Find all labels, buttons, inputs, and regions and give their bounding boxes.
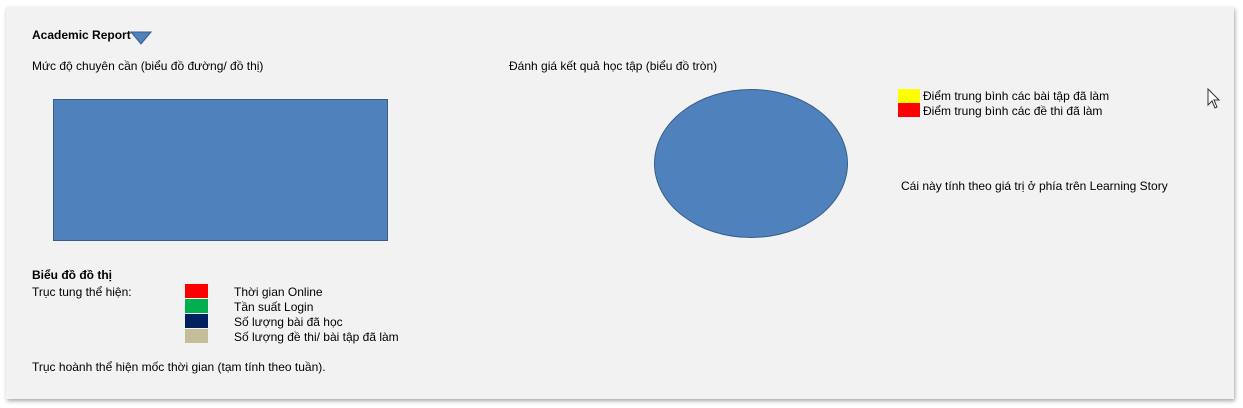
y-axis-label: Trục tung thể hiện:	[32, 285, 132, 299]
legend-label-lessons-count: Số lượng bài đã học	[234, 315, 343, 329]
legend-label-exam-avg: Điểm trung bình các đề thi đã làm	[923, 104, 1103, 118]
pie-note: Cái này tính theo giá trị ở phía trên Le…	[901, 179, 1168, 193]
x-axis-note: Trục hoành thể hiện mốc thời gian (tạm t…	[32, 360, 326, 374]
legend-swatch-yellow	[898, 89, 920, 103]
legend-label-login-frequency: Tần suất Login	[234, 300, 314, 314]
legend-label-online-time: Thời gian Online	[234, 285, 323, 299]
legend-swatch-lessons-count	[185, 314, 208, 328]
mouse-pointer-icon	[1207, 88, 1221, 109]
legend-swatch-red	[898, 103, 920, 117]
legend-label-exams-count: Số lượng đề thi/ bài tập đã làm	[234, 330, 399, 344]
legend-swatch-login-frequency	[185, 299, 208, 313]
attendance-chart-title: Mức độ chuyên cần (biểu đồ đường/ đồ thị…	[32, 59, 264, 73]
legend-swatch-exams-count	[185, 329, 208, 343]
report-title: Academic Report	[32, 28, 131, 42]
pie-chart-placeholder	[654, 89, 848, 238]
legend-label-exercise-avg: Điểm trung bình các bài tập đã làm	[923, 89, 1110, 103]
dropdown-triangle-icon[interactable]	[130, 31, 152, 45]
legend-swatch-online-time	[185, 284, 208, 298]
line-section-title: Biểu đồ đồ thị	[32, 268, 112, 282]
academic-report-panel: Academic Report Mức độ chuyên cần (biểu …	[6, 7, 1234, 399]
results-chart-title: Đánh giá kết quả học tập (biểu đồ tròn)	[509, 59, 718, 73]
line-chart-placeholder	[53, 99, 388, 241]
